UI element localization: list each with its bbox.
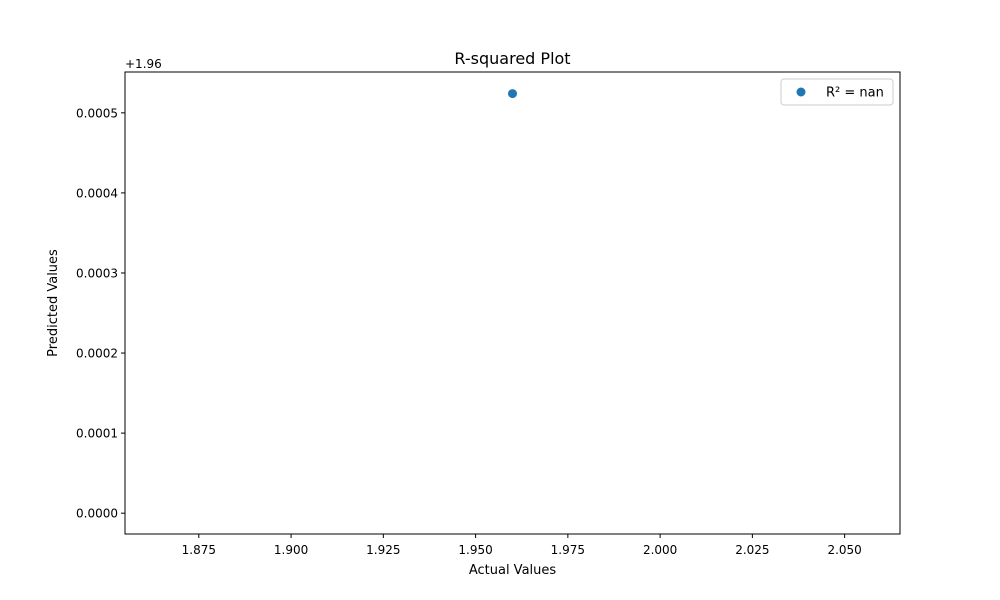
y-axis-offset-label: +1.96 [125, 57, 162, 71]
legend: R² = nan [780, 78, 894, 106]
x-tick-label: 1.875 [182, 543, 216, 557]
y-tick-label: 0.0003 [76, 266, 118, 280]
legend-marker [796, 87, 806, 97]
legend-frame [780, 78, 894, 106]
y-tick-label: 0.0004 [76, 186, 118, 200]
scatter-points [508, 89, 517, 99]
data-point [508, 89, 517, 99]
x-tick-label: 1.900 [274, 543, 308, 557]
x-tick-label: 1.975 [551, 543, 585, 557]
x-tick-label: 2.000 [643, 543, 677, 557]
chart-title: R-squared Plot [454, 49, 570, 68]
y-tick-label: 0.0001 [76, 427, 118, 441]
x-tick-label: 2.050 [827, 543, 861, 557]
y-tick-label: 0.0005 [76, 106, 118, 120]
plot-area-frame [124, 71, 901, 535]
y-axis-ticks: 0.0000 0.0001 0.0002 0.0003 0.0004 0.0005 [76, 106, 125, 521]
x-axis-ticks: 1.875 1.900 1.925 1.950 1.975 2.000 2.025 2.050 [182, 534, 862, 557]
y-axis-label: Predicted Values [46, 249, 61, 357]
x-axis-label: Actual Values [469, 563, 557, 578]
x-tick-label: 1.925 [366, 543, 400, 557]
legend-entry-label: R² = nan [826, 86, 884, 101]
x-tick-label: 1.950 [458, 543, 492, 557]
y-tick-label: 0.0000 [76, 507, 118, 521]
x-tick-label: 2.025 [735, 543, 769, 557]
y-tick-label: 0.0002 [76, 347, 118, 361]
